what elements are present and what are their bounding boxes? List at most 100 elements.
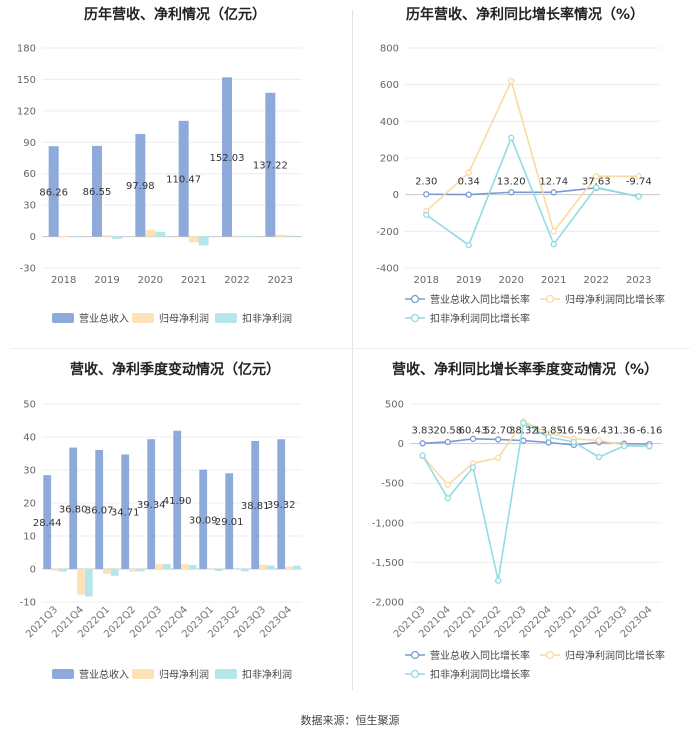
data-label: 20.58 [433, 426, 462, 437]
legend-marker [410, 669, 420, 679]
data-point [595, 453, 603, 461]
bar [48, 146, 59, 237]
y-tick-label: 60 [23, 169, 36, 180]
legend-label: 营业总收入同比增长率 [430, 293, 530, 306]
x-tick-label: 2021 [181, 275, 206, 286]
y-tick-label: -400 [376, 264, 399, 275]
bar [285, 235, 296, 237]
data-label: 110.47 [166, 175, 201, 186]
legend-marker [545, 294, 555, 304]
data-point [495, 454, 502, 462]
x-tick-label: 2019 [456, 275, 481, 286]
data-label: 86.55 [83, 187, 112, 198]
chart-svg: -2,000-1,500-1,000-50005002021Q32021Q420… [372, 400, 665, 682]
data-point [520, 419, 527, 427]
data-point [444, 438, 451, 446]
bar [103, 569, 111, 574]
bar [173, 430, 182, 569]
data-label: 2.30 [415, 177, 437, 188]
data-label: 1.36 [613, 426, 635, 437]
data-point [550, 228, 557, 235]
chart-title: 历年营收、净利同比增长率情况（%） [405, 7, 645, 23]
bar [84, 569, 93, 597]
bar [92, 145, 102, 237]
y-tick-label: -1,500 [372, 558, 404, 569]
bar [95, 449, 104, 569]
bar [58, 235, 69, 237]
series-line [421, 421, 650, 581]
bar [225, 473, 234, 569]
chart-svg: -10010203040502021Q32021Q42022Q12022Q220… [20, 400, 302, 681]
legend-label: 归母净利润 [159, 668, 209, 681]
data-label: 38.81 [241, 501, 270, 512]
data-point [635, 193, 642, 200]
data-label: 0.34 [458, 177, 480, 188]
bar [136, 569, 145, 572]
data-point [508, 134, 515, 141]
data-point [595, 437, 603, 444]
y-tick-label: 0 [30, 232, 36, 243]
bar [77, 569, 85, 595]
y-tick-label: -30 [20, 264, 36, 275]
legend-label: 扣非净利润 [242, 312, 292, 325]
quarterly-growth-rate-panel: 营收、净利同比增长率季度变动情况（%） -2,000 -1,500 -1,000 -5… [350, 352, 700, 702]
bar [121, 454, 130, 569]
annual-revenue-profit-panel: 历年营收、净利情况（亿元） -30 0 30 60 90 120 150 180 2018 201… [0, 0, 350, 340]
bar [285, 566, 293, 569]
data-label: -9.74 [626, 177, 652, 188]
data-point [465, 169, 472, 176]
chart-svg: -400 -200 0 200 400 600 800 2018 2019 2020 2021 202… [376, 44, 665, 326]
x-tick-label: 2023 [626, 275, 651, 286]
x-tick-label: 2018 [414, 275, 439, 286]
bar [145, 230, 156, 237]
x-tick-label: 2021 [541, 275, 566, 286]
bar [259, 564, 267, 569]
bar [275, 234, 286, 237]
y-tick-label: 20 [23, 499, 36, 510]
data-point [646, 442, 653, 450]
legend-swatch [132, 313, 154, 323]
x-tick-label: 2018 [51, 275, 76, 286]
data-label: 3.83 [411, 426, 433, 437]
data-label: 28.44 [33, 518, 62, 529]
bar [222, 77, 232, 237]
data-point [593, 173, 600, 180]
series-line [422, 420, 650, 486]
data-point [465, 191, 472, 198]
bar [135, 133, 146, 237]
data-label: 36.80 [59, 504, 88, 515]
data-label: 34.71 [111, 508, 140, 519]
bar [69, 447, 78, 569]
legend-label: 归母净利润 [159, 312, 209, 325]
data-label: 52.70 [484, 426, 513, 437]
x-tick-label: 2022 [224, 275, 249, 286]
data-point [469, 464, 477, 471]
bar [188, 236, 199, 243]
bar [147, 439, 156, 569]
x-tick-label: 2023 [268, 275, 293, 286]
data-point [419, 440, 426, 447]
data-label: 16.43 [585, 426, 614, 437]
data-label: -6.16 [636, 426, 662, 437]
data-label: 12.74 [539, 177, 568, 188]
data-point [444, 481, 451, 488]
bar [155, 231, 166, 237]
bar [198, 236, 209, 246]
chart-title: 营收、净利同比增长率季度变动情况（%） [391, 362, 659, 378]
data-point [495, 436, 502, 443]
data-label: 30.09 [189, 515, 218, 526]
data-label: 37.63 [582, 177, 611, 188]
y-tick-label: 150 [17, 75, 36, 86]
bar [162, 564, 171, 569]
y-tick-label: -500 [381, 479, 404, 490]
y-tick-label: 30 [23, 466, 36, 477]
legend-label: 扣非净利润 [242, 668, 292, 681]
legend-label: 扣非净利润同比增长率 [430, 668, 530, 681]
data-label: -16.59 [558, 426, 590, 437]
data-point [545, 439, 552, 446]
x-tick-label: 2022 [584, 275, 609, 286]
bar [68, 236, 79, 238]
data-label: 36.07 [85, 505, 114, 516]
bar [188, 565, 197, 569]
legend-swatch [132, 669, 154, 679]
